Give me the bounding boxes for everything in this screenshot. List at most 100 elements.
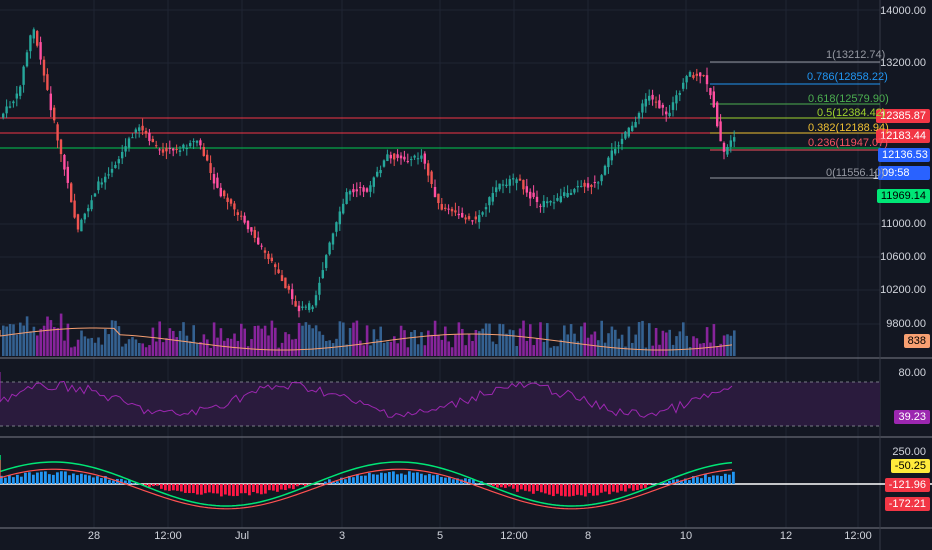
- macd-hist-bar: [544, 484, 547, 494]
- volume-bar: [42, 325, 46, 356]
- volume-bar: [46, 316, 49, 356]
- macd-hist-bar: [260, 484, 263, 495]
- macd-hist-bar: [452, 479, 455, 484]
- volume-bar: [263, 325, 267, 356]
- candle-body: [131, 137, 134, 139]
- candle-body: [223, 190, 226, 197]
- rsi-value-tag: 39.23: [894, 410, 930, 424]
- candle-body: [532, 192, 535, 197]
- candle-body: [488, 197, 491, 206]
- macd-hist-bar: [520, 484, 523, 490]
- volume-bar: [365, 325, 369, 356]
- price-tag-ma: 11969.14: [876, 189, 930, 203]
- volume-bar: [542, 341, 546, 356]
- candle-body: [569, 192, 573, 196]
- volume-bar: [121, 346, 124, 356]
- candle-body: [729, 140, 732, 147]
- macd-hist-bar: [76, 475, 79, 484]
- macd-hist-bar: [504, 484, 507, 488]
- macd-hist-bar: [296, 484, 299, 487]
- macd-hist-bar: [592, 484, 595, 496]
- price-tag-high: 12385.87: [876, 109, 930, 123]
- candle-body: [688, 72, 692, 77]
- volume-bar: [73, 346, 76, 356]
- candle-body: [175, 149, 178, 151]
- volume-bar: [491, 341, 495, 356]
- volume-bar: [348, 328, 352, 356]
- macd-hist-bar: [12, 477, 15, 484]
- time-label: 3: [338, 530, 346, 542]
- price-tick: 11000.00: [880, 218, 926, 230]
- volume-bar: [185, 335, 189, 356]
- candle-body: [53, 107, 56, 121]
- volume-bar: [627, 326, 631, 356]
- macd-hist-bar: [24, 472, 27, 484]
- volume-bar: [637, 322, 641, 356]
- macd-hist-bar: [228, 484, 231, 496]
- candle-body: [226, 197, 229, 202]
- volume-bar: [195, 343, 199, 356]
- macd-hist-bar: [712, 475, 715, 484]
- macd-hist-bar: [472, 479, 475, 484]
- time-label: 12:00: [154, 530, 182, 542]
- macd-hist-bar: [416, 472, 419, 484]
- candle-body: [253, 230, 256, 238]
- candle-body: [467, 216, 471, 220]
- macd-hist-bar: [16, 474, 19, 484]
- macd-hist-bar: [48, 474, 51, 484]
- candle-body: [87, 208, 90, 212]
- volume-bar: [566, 334, 569, 356]
- volume-bar: [614, 329, 617, 356]
- candle-body: [733, 137, 736, 142]
- candle-body: [722, 142, 726, 152]
- candle-body: [580, 185, 583, 187]
- volume-bar: [287, 334, 291, 356]
- candle-body: [104, 176, 107, 183]
- macd-hist-bar: [564, 484, 567, 497]
- volume-tag: 838: [903, 334, 930, 348]
- candle-body: [83, 213, 86, 220]
- macd-hist-bar: [104, 475, 107, 484]
- candle-body: [314, 295, 318, 306]
- macd-hist-bar: [208, 484, 211, 493]
- macd-hist-bar: [96, 476, 99, 484]
- candle-body: [678, 92, 681, 95]
- candle-body: [216, 177, 219, 188]
- price-tag-prev: 12183.44: [876, 129, 930, 143]
- volume-bar: [386, 341, 389, 356]
- candle-body: [362, 187, 365, 192]
- candle-body: [393, 153, 396, 160]
- volume-bar: [294, 338, 297, 356]
- macd-hist-bar: [148, 484, 151, 488]
- candle-body: [59, 139, 63, 155]
- volume-bar: [464, 345, 467, 356]
- volume-bar: [59, 313, 63, 356]
- volume-bar: [127, 339, 131, 356]
- volume-bar: [603, 342, 607, 356]
- volume-bar: [93, 342, 97, 356]
- volume-bar: [318, 331, 321, 356]
- volume-bar: [406, 347, 410, 356]
- volume-bar: [552, 346, 556, 356]
- volume-bar: [107, 334, 110, 356]
- volume-bar: [467, 333, 471, 356]
- macd-signal-line: [0, 460, 733, 510]
- volume-bar: [457, 322, 461, 356]
- candle-body: [447, 208, 450, 210]
- macd-hist-bar: [444, 477, 447, 484]
- volume-bar: [719, 343, 722, 356]
- volume-bar: [178, 330, 182, 356]
- time-label: 10: [679, 530, 693, 542]
- macd-hist-bar: [664, 482, 667, 484]
- candle-body: [141, 125, 144, 131]
- volume-bar: [325, 340, 328, 356]
- macd-hist-bar: [476, 483, 479, 484]
- volume-bar: [141, 343, 144, 356]
- candle-body: [491, 193, 494, 202]
- macd-hist-bar: [204, 484, 207, 494]
- volume-bar: [15, 334, 19, 356]
- macd-hist-bar: [36, 472, 39, 484]
- candle-body: [280, 275, 284, 282]
- candle-body: [263, 250, 267, 253]
